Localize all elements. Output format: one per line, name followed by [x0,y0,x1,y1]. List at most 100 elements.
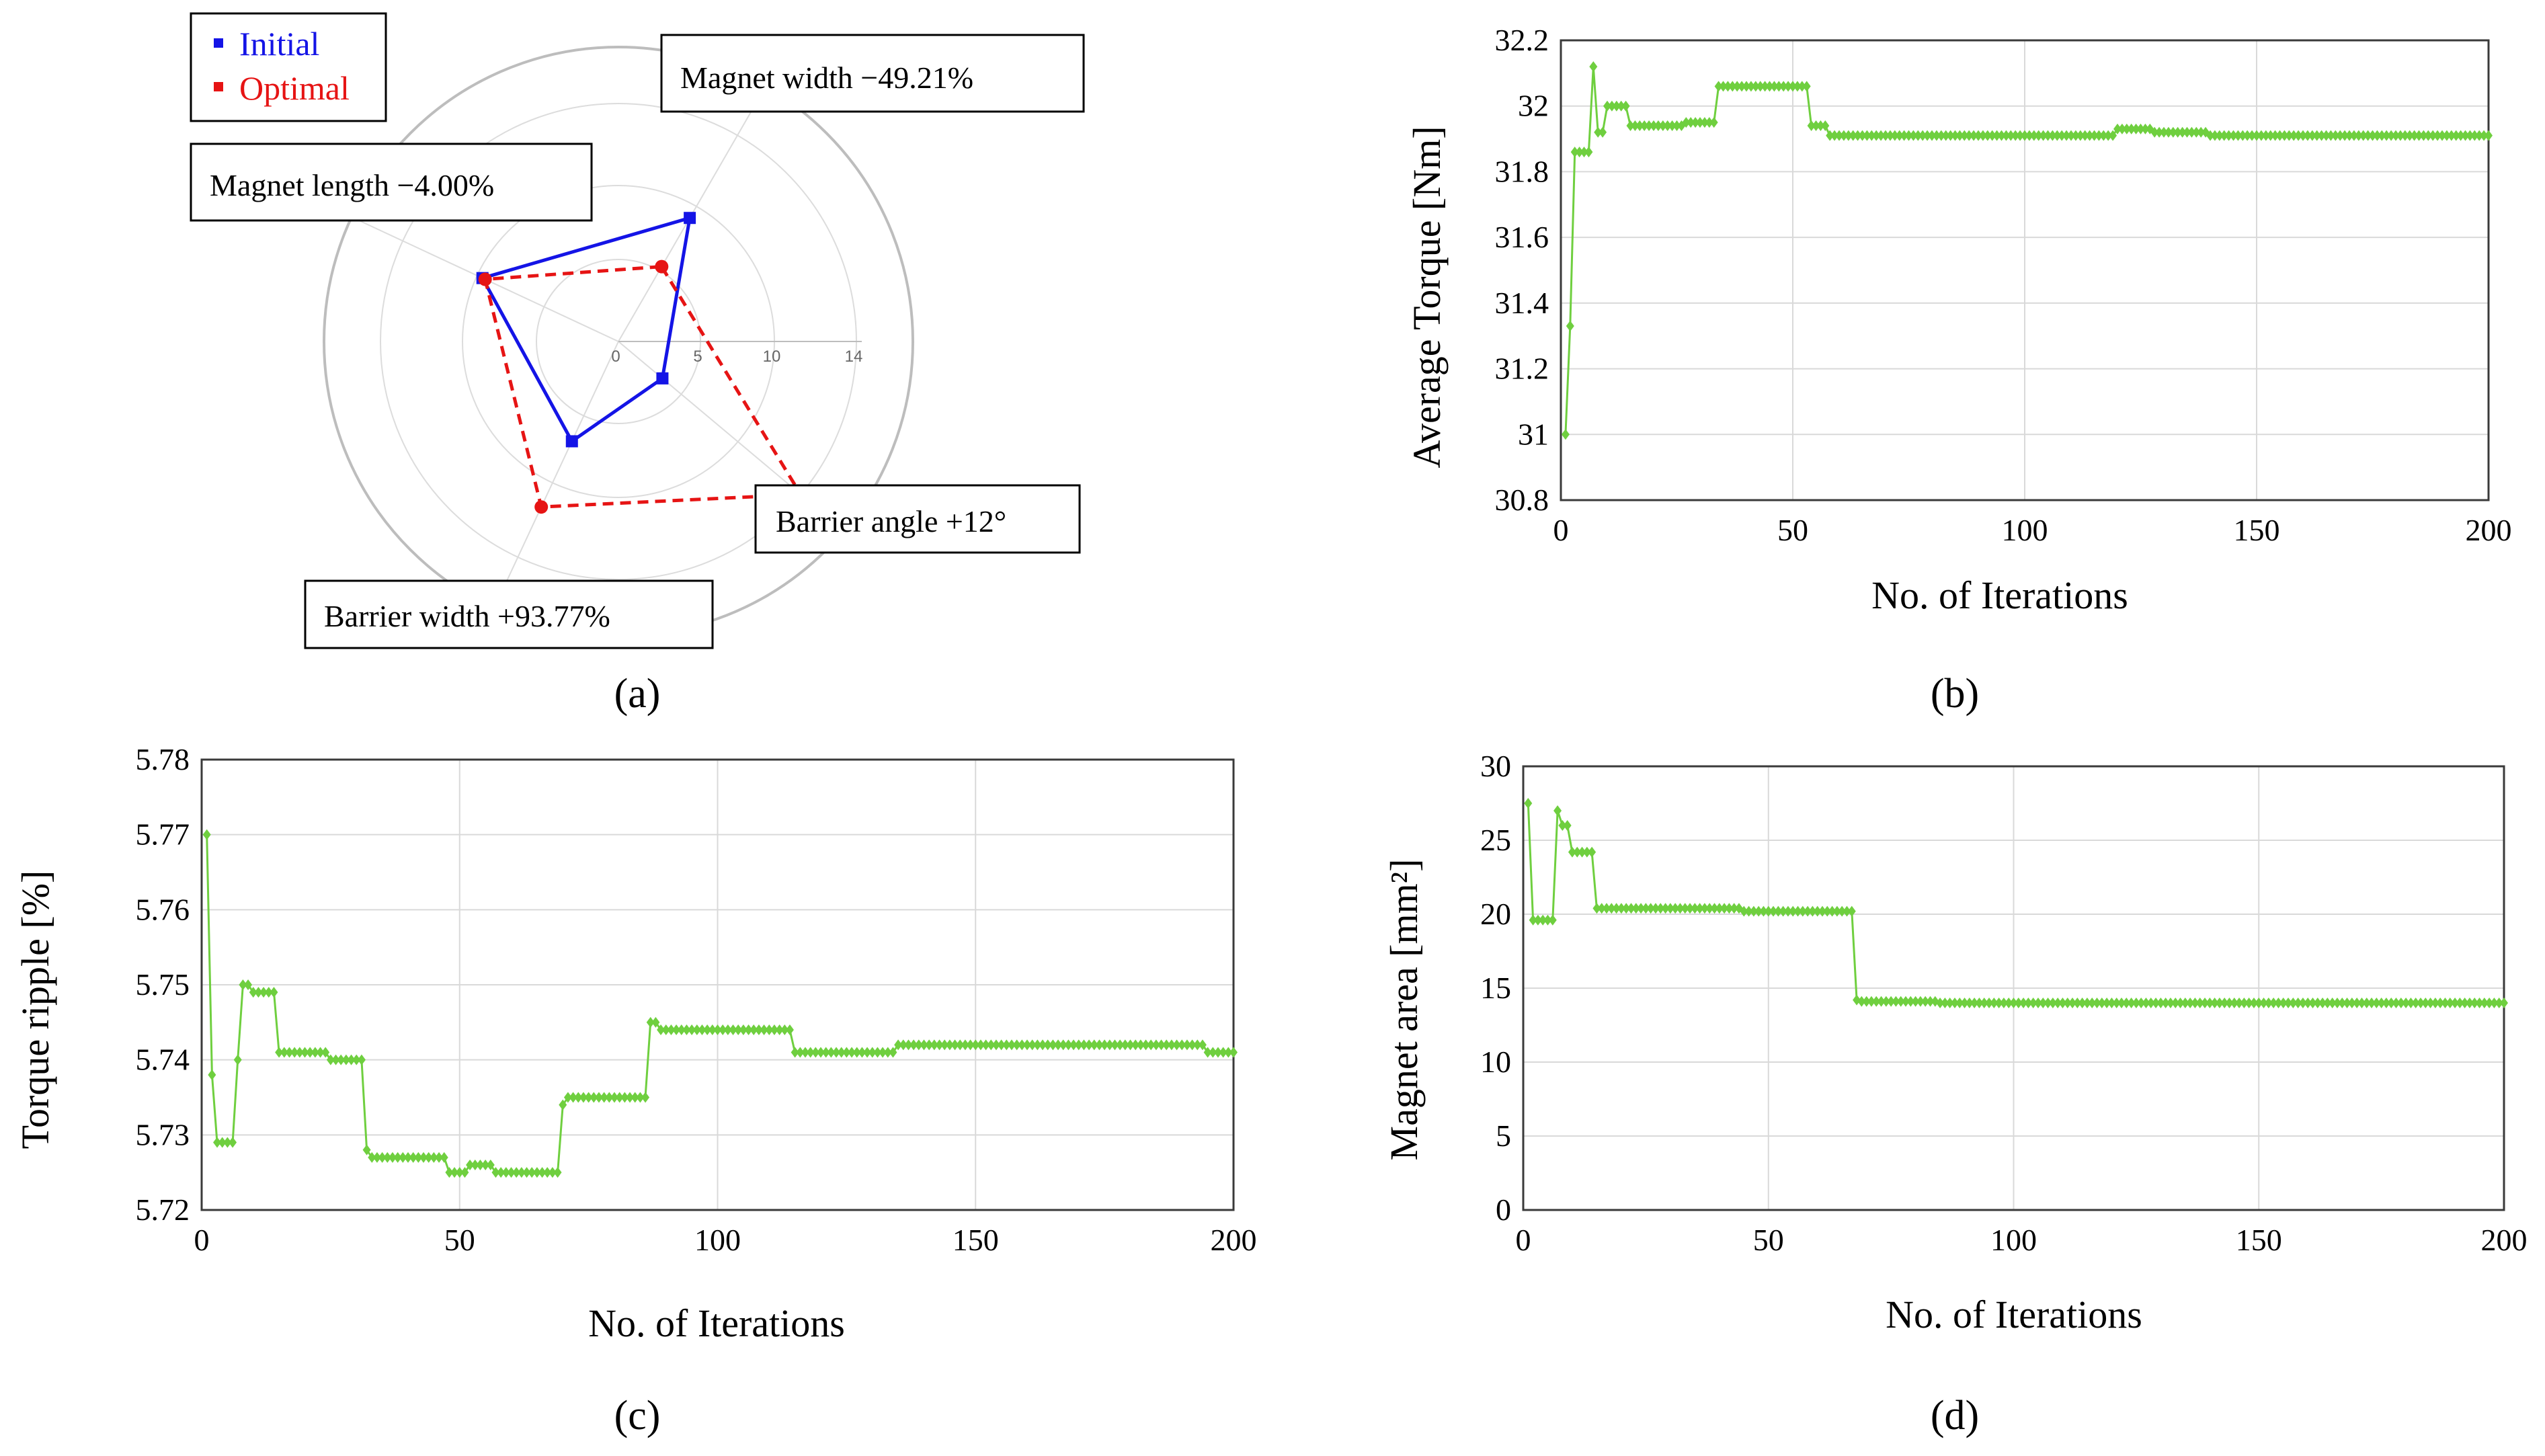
d-data-point [2225,998,2234,1008]
b-data-point [1802,81,1811,92]
d-data-point [2245,998,2253,1008]
b-data-point [1631,120,1640,132]
d-data-point [1691,903,1699,914]
c-data-point [920,1039,928,1051]
d-data-point [2127,998,2136,1008]
c-data-point [765,1024,774,1035]
d-data-point [1671,903,1680,914]
d-data-point [1936,998,1945,1008]
b-data-point [2062,130,2071,141]
b-data-point [1599,126,1607,138]
d-data-point [1902,996,1910,1007]
b-data-point [1700,117,1709,128]
d-data-point [1612,903,1621,914]
c-data-point [600,1092,608,1103]
c-data-point [1136,1039,1145,1051]
c-data-point [641,1092,650,1103]
b-data-point [1946,130,1955,141]
c-data-point [992,1039,1000,1051]
b-data-point [2322,130,2331,141]
c-data-point [424,1151,433,1163]
c-data-point [285,1047,294,1058]
c-data-point [811,1047,820,1058]
d-xtick-label: 0 [1516,1223,1531,1257]
d-data-point [2480,998,2489,1008]
d-data-point [1906,996,1915,1007]
annotation-barrier-angle-text: Barrier angle +12° [776,504,1006,538]
c-data-point [259,987,268,998]
c-plot-frame [200,758,1235,1211]
b-data-point [1895,130,1904,141]
c-data-point [295,1047,304,1058]
c-data-point [837,1047,846,1058]
d-data-point [1813,905,1822,917]
d-data-point [2201,998,2210,1008]
b-data-point [1603,100,1611,112]
d-data-point [2215,998,2224,1008]
d-data-point [2304,998,2312,1008]
b-data-point [2480,130,2489,141]
b-data-point [1941,130,1950,141]
b-xtick-label: 100 [2002,513,2048,547]
b-data-point [2461,130,2470,141]
radar-series-initial [480,215,692,444]
c-data-point [713,1024,722,1035]
b-data-point [2109,130,2117,141]
c-data-point [501,1167,510,1178]
d-data-point [2416,998,2425,1008]
d-data-point [1779,905,1787,917]
b-data-point [2113,123,2122,134]
d-data-point [2103,998,2111,1008]
c-xtick-label: 0 [194,1223,210,1257]
c-data-point [486,1160,495,1170]
c-data-point [863,1047,872,1058]
d-data-point [2343,998,2351,1008]
b-data-point [1789,81,1797,92]
c-data-point [1002,1039,1011,1051]
d-data-point [2323,998,2332,1008]
panel-a-radar: 0 5 10 14 Initial Optimal Magnet width −49.… [190,12,1085,717]
b-data-point [1566,321,1574,332]
d-data-point [1955,998,1964,1008]
d-data-point [2137,998,2146,1008]
c-data-point [873,1047,882,1058]
d-data-point [2152,998,2160,1008]
b-data-point [1932,130,1941,141]
d-xtick-label: 50 [1753,1223,1784,1257]
c-data-point [842,1047,851,1058]
b-data-point [2359,130,2368,141]
c-data-point [1141,1039,1150,1051]
c-ytick-label: 5.77 [136,817,190,852]
d-data-point [2411,998,2420,1008]
c-data-point [1188,1039,1197,1051]
b-data-point [2341,130,2349,141]
b-data-point [1784,81,1793,92]
b-data-point [2396,130,2405,141]
b-data-point [2354,130,2363,141]
d-data-point [2436,998,2445,1008]
c-data-point [631,1092,639,1103]
d-data-point [2181,998,2189,1008]
b-data-point [1658,120,1667,132]
d-data-point [1838,905,1847,917]
d-ytick-label: 30 [1480,749,1511,783]
b-data-point [1705,117,1713,128]
d-data-point [2387,998,2396,1008]
c-data-point [750,1024,758,1035]
d-data-point [1642,903,1650,914]
d-data-point [2097,998,2106,1008]
b-data-point [1570,147,1579,158]
d-data-point [1622,903,1631,914]
c-data-point [270,987,278,998]
c-data-point [1023,1039,1031,1051]
b-ytick-label: 32.2 [1495,23,1549,57]
c-data-point [202,829,211,840]
d-data-point [1764,905,1773,917]
d-data-point [2235,998,2244,1008]
b-xtick-label: 0 [1553,513,1569,547]
c-data-point [1213,1047,1222,1058]
c-data-point [1167,1039,1176,1051]
b-data-point [1612,100,1621,112]
d-data-point [1960,998,1969,1008]
c-data-point [610,1092,618,1103]
